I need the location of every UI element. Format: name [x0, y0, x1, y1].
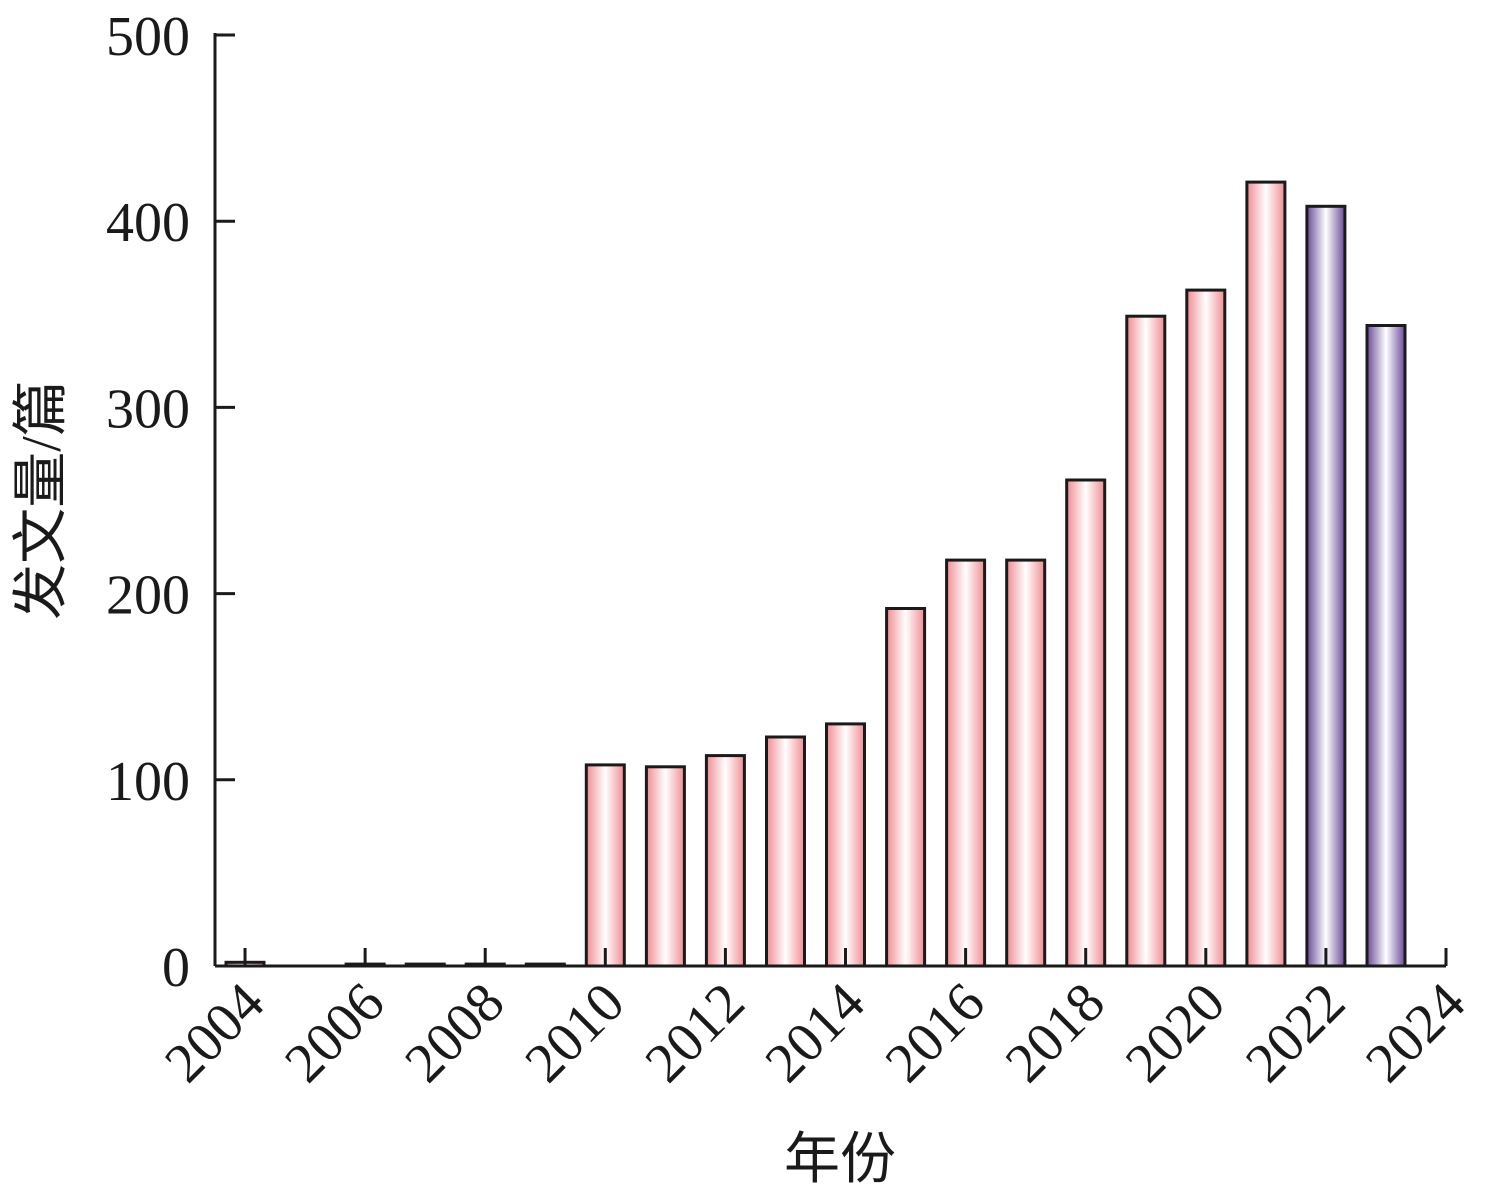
bar-2011	[644, 765, 686, 968]
bar-2017	[1005, 558, 1047, 968]
x-tick-label: 2014	[754, 971, 877, 1094]
bar-2019	[1125, 314, 1167, 968]
x-axis-title: 年份	[784, 1129, 896, 1190]
bar-2013	[765, 735, 806, 968]
y-tick-label: 200	[106, 565, 190, 627]
y-tick-label: 500	[106, 6, 190, 68]
y-tick-label: 400	[106, 192, 190, 254]
bar-2015	[885, 607, 927, 968]
bar-2012	[704, 754, 746, 968]
bar-2020	[1185, 288, 1227, 968]
bar-2016	[945, 558, 987, 968]
y-tick-label: 100	[106, 751, 190, 813]
bar-2021	[1245, 180, 1287, 968]
bar-2023	[1365, 324, 1407, 968]
bar-2010	[584, 763, 626, 968]
y-ticks-group: 0 100 200 300 400 500	[106, 6, 235, 999]
axes-group	[213, 33, 1446, 968]
x-tick-label: 2020	[1114, 971, 1237, 1094]
bar-2022	[1305, 204, 1347, 968]
x-tick-label: 2008	[393, 971, 516, 1094]
x-tick-label: 2010	[513, 971, 636, 1094]
x-tick-label: 2018	[994, 971, 1117, 1094]
bars-group	[224, 180, 1407, 968]
y-tick-label: 0	[162, 937, 190, 999]
x-ticks-group: 2004200620082010201220142016201820202022…	[153, 948, 1477, 1094]
y-axis-title: 发文量/篇	[11, 380, 73, 620]
x-tick-label: 2024	[1354, 971, 1477, 1094]
x-tick-label: 2006	[273, 971, 396, 1094]
x-tick-label: 2012	[634, 971, 757, 1094]
x-tick-label: 2016	[874, 971, 997, 1094]
bar-2018	[1065, 478, 1107, 968]
y-tick-label: 300	[106, 378, 190, 440]
x-tick-label: 2022	[1234, 971, 1357, 1094]
bar-2014	[825, 722, 866, 968]
